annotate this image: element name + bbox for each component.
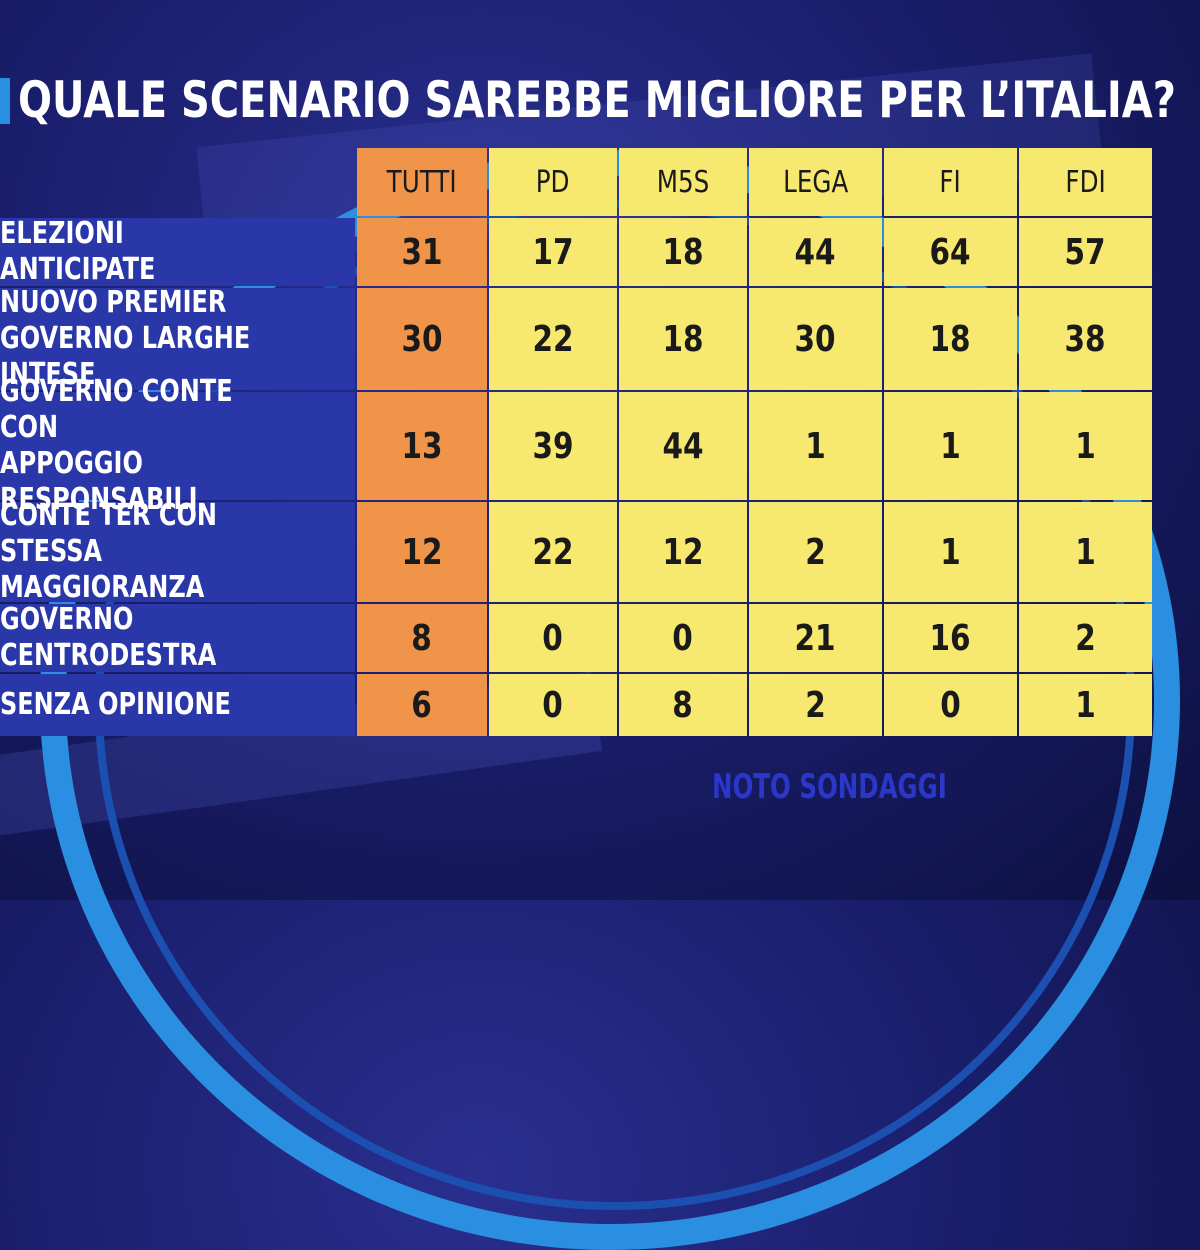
poll-table: TUTTI PD M5S LEGA FI FDI ELEZIONI ANTICI… <box>0 148 1152 736</box>
column-header-tutti: TUTTI <box>357 148 487 216</box>
data-cell: 31 <box>357 218 487 286</box>
data-cell: 16 <box>884 604 1017 672</box>
data-cell: 64 <box>884 218 1017 286</box>
row-label: SENZA OPINIONE <box>0 674 355 736</box>
data-cell: 1 <box>1019 502 1152 602</box>
data-cell: 1 <box>884 502 1017 602</box>
data-cell: 1 <box>749 392 882 500</box>
data-cell: 8 <box>357 604 487 672</box>
header-corner <box>0 148 355 216</box>
title-bar: QUALE SCENARIO SAREBBE MIGLIORE PER L’IT… <box>0 60 1176 140</box>
data-cell: 39 <box>489 392 617 500</box>
data-cell: 0 <box>619 604 747 672</box>
data-cell: 13 <box>357 392 487 500</box>
column-header-pd: PD <box>489 148 617 216</box>
data-cell: 21 <box>749 604 882 672</box>
data-cell: 18 <box>884 288 1017 390</box>
column-header-fi: FI <box>884 148 1017 216</box>
column-header-m5s: M5S <box>619 148 747 216</box>
row-label: ELEZIONI ANTICIPATE <box>0 216 355 287</box>
data-cell: 1 <box>1019 392 1152 500</box>
data-cell: 12 <box>357 502 487 602</box>
data-cell: 44 <box>619 392 747 500</box>
data-cell: 2 <box>749 502 882 602</box>
data-cell: 2 <box>1019 604 1152 672</box>
row-label: GOVERNO CONTE CON APPOGGIO RESPONSABILI <box>0 374 355 517</box>
data-cell: 22 <box>489 288 617 390</box>
data-cell: 22 <box>489 502 617 602</box>
data-cell: 0 <box>489 674 617 736</box>
data-cell: 38 <box>1019 288 1152 390</box>
data-cell: 30 <box>357 288 487 390</box>
data-cell: 0 <box>884 674 1017 736</box>
data-cell: 1 <box>884 392 1017 500</box>
row-label: NUOVO PREMIER GOVERNO LARGHE INTESE <box>0 285 355 392</box>
data-cell: 12 <box>619 502 747 602</box>
row-label: CONTE TER CON STESSA MAGGIORANZA <box>0 498 355 605</box>
data-cell: 2 <box>749 674 882 736</box>
chart-title: QUALE SCENARIO SAREBBE MIGLIORE PER L’IT… <box>18 71 1176 129</box>
data-cell: 0 <box>489 604 617 672</box>
column-header-lega: LEGA <box>749 148 882 216</box>
data-cell: 8 <box>619 674 747 736</box>
data-cell: 18 <box>619 288 747 390</box>
data-cell: 6 <box>357 674 487 736</box>
data-cell: 18 <box>619 218 747 286</box>
column-header-fdi: FDI <box>1019 148 1152 216</box>
title-marker <box>0 78 10 124</box>
source-label: NOTO SONDAGGI <box>712 767 947 807</box>
data-cell: 30 <box>749 288 882 390</box>
row-label: GOVERNO CENTRODESTRA <box>0 602 355 673</box>
data-cell: 44 <box>749 218 882 286</box>
data-cell: 17 <box>489 218 617 286</box>
data-cell: 1 <box>1019 674 1152 736</box>
data-cell: 57 <box>1019 218 1152 286</box>
